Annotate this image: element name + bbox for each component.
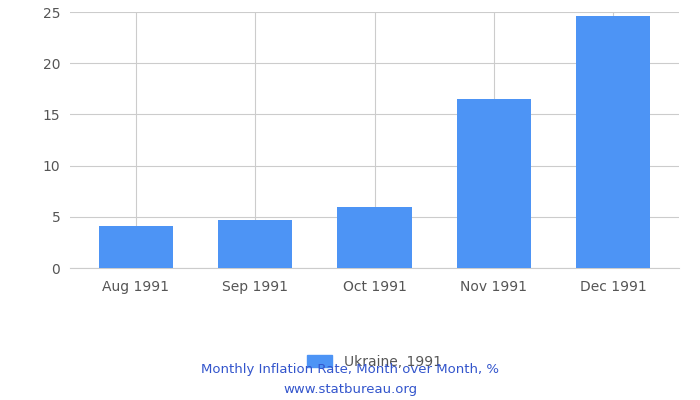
Bar [337,206,412,268]
Text: Monthly Inflation Rate, Month over Month, %: Monthly Inflation Rate, Month over Month… [201,364,499,376]
Bar [218,220,292,268]
Text: www.statbureau.org: www.statbureau.org [283,384,417,396]
Bar [457,99,531,268]
Bar [99,226,173,268]
Bar [576,16,650,268]
Legend: Ukraine, 1991: Ukraine, 1991 [307,354,442,368]
